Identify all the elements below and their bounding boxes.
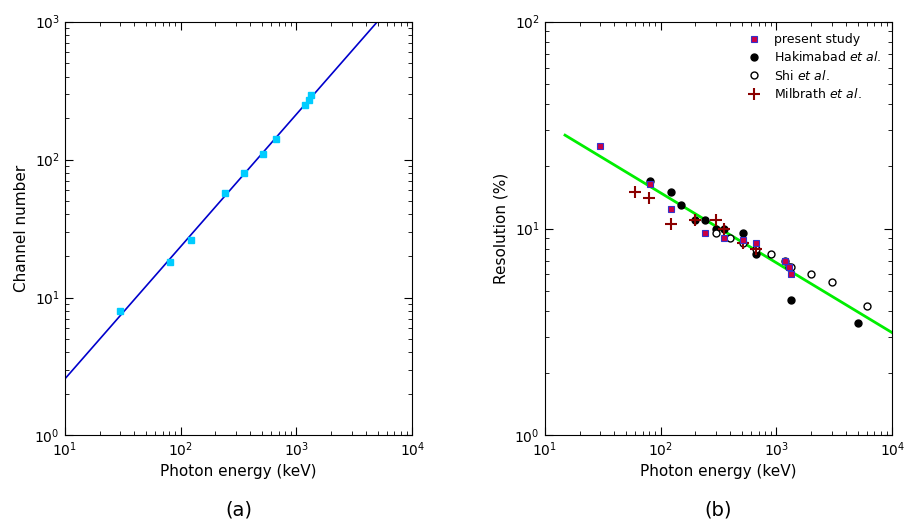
Milbrath $\it{et\ al}$. <box>644 195 655 201</box>
Line: Milbrath $\it{et\ al}$.: Milbrath $\it{et\ al}$. <box>630 186 761 254</box>
Milbrath $\it{et\ al}$. <box>710 217 721 223</box>
Shi $\it{et\ al}$. <box>725 235 736 241</box>
Text: (b): (b) <box>705 500 732 519</box>
Hakimabad $\it{et\ al}$. <box>737 230 748 236</box>
Milbrath $\it{et\ al}$. <box>690 217 701 223</box>
X-axis label: Photon energy (keV): Photon energy (keV) <box>641 465 797 479</box>
X-axis label: Photon energy (keV): Photon energy (keV) <box>160 465 317 479</box>
Hakimabad $\it{et\ al}$. <box>644 178 655 184</box>
Shi $\it{et\ al}$. <box>766 251 777 258</box>
Shi $\it{et\ al}$. <box>710 230 721 236</box>
present study <box>750 240 761 246</box>
Shi $\it{et\ al}$. <box>826 279 837 286</box>
Hakimabad $\it{et\ al}$. <box>690 217 701 223</box>
Hakimabad $\it{et\ al}$. <box>750 251 761 258</box>
Milbrath $\it{et\ al}$. <box>737 240 748 246</box>
present study <box>644 181 655 187</box>
Legend: present study, Hakimabad $\it{et\ al}$., Shi $\it{et\ al}$., Milbrath $\it{et\ a: present study, Hakimabad $\it{et\ al}$.,… <box>740 28 886 106</box>
Y-axis label: Resolution (%): Resolution (%) <box>494 173 509 284</box>
Milbrath $\it{et\ al}$. <box>719 225 730 232</box>
Hakimabad $\it{et\ al}$. <box>675 202 686 208</box>
Shi $\it{et\ al}$. <box>786 264 797 270</box>
Hakimabad $\it{et\ al}$. <box>852 320 863 326</box>
Hakimabad $\it{et\ al}$. <box>719 225 730 232</box>
Hakimabad $\it{et\ al}$. <box>786 297 797 304</box>
Hakimabad $\it{et\ al}$. <box>665 189 676 195</box>
Hakimabad $\it{et\ al}$. <box>700 217 711 223</box>
Shi $\it{et\ al}$. <box>750 245 761 252</box>
present study <box>595 143 606 149</box>
Shi $\it{et\ al}$. <box>861 303 872 310</box>
Milbrath $\it{et\ al}$. <box>630 189 641 195</box>
present study <box>700 230 711 236</box>
Shi $\it{et\ al}$. <box>779 258 790 264</box>
present study <box>665 205 676 212</box>
Shi $\it{et\ al}$. <box>783 264 794 270</box>
present study <box>719 235 730 241</box>
Text: (a): (a) <box>225 500 252 519</box>
Shi $\it{et\ al}$. <box>806 271 817 278</box>
Milbrath $\it{et\ al}$. <box>750 245 761 252</box>
Y-axis label: Channel number: Channel number <box>14 165 28 292</box>
present study <box>783 264 794 270</box>
Hakimabad $\it{et\ al}$. <box>710 225 721 232</box>
Line: Shi $\it{et\ al}$.: Shi $\it{et\ al}$. <box>712 230 870 310</box>
Milbrath $\it{et\ al}$. <box>665 221 676 227</box>
present study <box>786 271 797 278</box>
Line: present study: present study <box>596 143 794 278</box>
present study <box>779 258 790 264</box>
present study <box>737 237 748 243</box>
Line: Hakimabad $\it{et\ al}$.: Hakimabad $\it{et\ al}$. <box>646 177 861 327</box>
Shi $\it{et\ al}$. <box>737 240 748 246</box>
